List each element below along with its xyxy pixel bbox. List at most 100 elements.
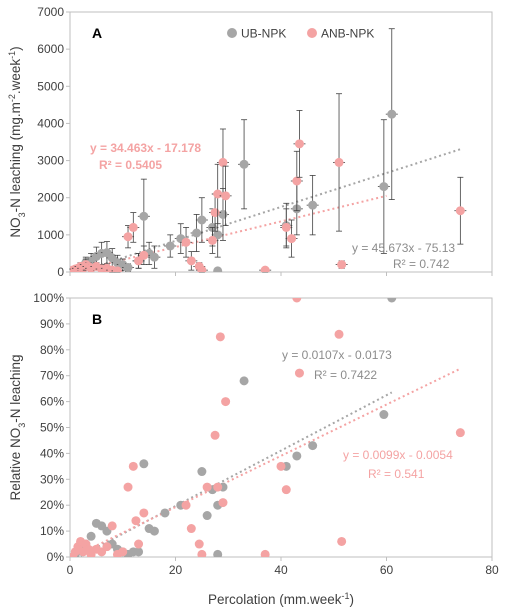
data-point xyxy=(294,368,304,378)
y-tick-label: 70% xyxy=(40,369,64,383)
data-point xyxy=(334,157,344,167)
y-axis-label: Relative NO3-N leaching xyxy=(8,354,27,500)
data-point xyxy=(387,109,397,119)
y-tick-label: 50% xyxy=(40,421,64,435)
data-point xyxy=(239,376,249,386)
trendline-equation: y = 0.0107x - 0.0173 xyxy=(282,348,392,362)
data-point xyxy=(337,260,347,270)
trendline-anb-npk xyxy=(70,367,461,557)
data-point xyxy=(123,232,133,242)
y-tick-label: 90% xyxy=(40,317,64,331)
data-point xyxy=(160,508,170,518)
data-point xyxy=(455,206,465,216)
legend-label: UB-NPK xyxy=(241,27,286,41)
x-tick-label: 0 xyxy=(67,563,74,577)
data-point xyxy=(292,451,302,461)
y-tick-label: 4000 xyxy=(37,116,64,130)
legend-label: ANB-NPK xyxy=(321,27,374,41)
trendline-r2: R² = 0.541 xyxy=(368,467,425,481)
y-tick-label: 5000 xyxy=(37,79,64,93)
y-tick-label: 60% xyxy=(40,395,64,409)
data-point xyxy=(194,539,204,549)
data-point xyxy=(294,139,304,149)
data-point xyxy=(139,508,149,518)
data-point xyxy=(186,256,196,266)
data-point xyxy=(134,547,144,557)
data-point xyxy=(213,549,223,557)
y-tick-label: 6000 xyxy=(37,42,64,56)
data-point xyxy=(181,500,191,510)
data-point xyxy=(292,176,302,186)
data-point xyxy=(455,428,465,438)
data-point xyxy=(218,209,228,219)
y-tick-label: 0 xyxy=(57,265,64,279)
data-point xyxy=(207,235,217,245)
data-point xyxy=(218,498,228,508)
y-tick-label: 30% xyxy=(40,472,64,486)
data-point xyxy=(197,467,207,477)
panel-a: 0 1000 2000 3000 4000 5000 6000 7000 A NO3-N leac… xyxy=(7,5,493,279)
data-point xyxy=(197,549,207,557)
data-point xyxy=(260,549,270,557)
data-point xyxy=(218,157,228,167)
y-tick-label: 1000 xyxy=(37,228,64,242)
data-point xyxy=(197,215,207,225)
data-point xyxy=(308,200,318,210)
data-point xyxy=(202,482,212,492)
data-point xyxy=(202,511,212,521)
data-point xyxy=(221,397,231,407)
data-point xyxy=(210,430,220,440)
trendline-ub-npk xyxy=(96,148,461,268)
data-point xyxy=(308,441,318,451)
trendline-equation: y = 0.0099x - 0.0054 xyxy=(343,448,453,462)
data-point xyxy=(118,547,128,557)
panel-label: B xyxy=(92,311,102,327)
trendline-equation: y = 34.463x - 17.178 xyxy=(90,141,201,155)
data-point xyxy=(123,263,133,272)
trendline-equation: y = 45.673x - 75.13 xyxy=(352,241,455,255)
data-point xyxy=(102,542,112,552)
data-point xyxy=(149,252,159,262)
y-tick-label: 10% xyxy=(40,524,64,538)
panel-label: A xyxy=(92,25,102,41)
legend-marker xyxy=(307,28,317,38)
data-point xyxy=(287,234,297,244)
x-tick-label: 40 xyxy=(274,563,288,577)
data-point xyxy=(86,531,96,541)
trendline-r2: R² = 0.742 xyxy=(393,257,450,271)
data-point xyxy=(112,266,122,272)
data-point xyxy=(139,250,149,260)
x-tick-label: 80 xyxy=(485,563,499,577)
data-point xyxy=(213,266,223,272)
data-point xyxy=(239,159,249,169)
x-axis-label: Percolation (mm.week-1) xyxy=(208,591,354,607)
trendline-r2: R² = 0.7422 xyxy=(314,368,377,382)
data-point xyxy=(337,536,347,546)
y-tick-label: 80% xyxy=(40,343,64,357)
y-tick-label: 100% xyxy=(33,291,64,305)
y-tick-label: 0% xyxy=(47,550,65,564)
data-point xyxy=(139,211,149,221)
data-point xyxy=(276,461,286,471)
y-tick-label: 3000 xyxy=(37,154,64,168)
data-point xyxy=(210,208,220,218)
data-point xyxy=(281,485,291,495)
trendline-anb-npk xyxy=(70,194,387,272)
y-axis-label: NO3-N leaching (mg.m-2.week-1) xyxy=(7,46,27,237)
data-point xyxy=(123,482,133,492)
data-point xyxy=(292,298,302,303)
y-tick-label: 20% xyxy=(40,498,64,512)
data-point xyxy=(281,222,291,232)
data-point xyxy=(149,526,159,536)
y-tick-label: 7000 xyxy=(37,5,64,19)
legend-marker xyxy=(227,28,237,38)
data-point xyxy=(192,228,202,238)
data-point xyxy=(379,410,389,420)
data-point xyxy=(181,237,191,247)
data-point xyxy=(260,265,270,272)
legend: UB-NPK ANB-NPK xyxy=(227,27,374,41)
trendline-ub-npk xyxy=(80,391,393,557)
data-point xyxy=(197,265,207,272)
y-tick-label: 40% xyxy=(40,446,64,460)
